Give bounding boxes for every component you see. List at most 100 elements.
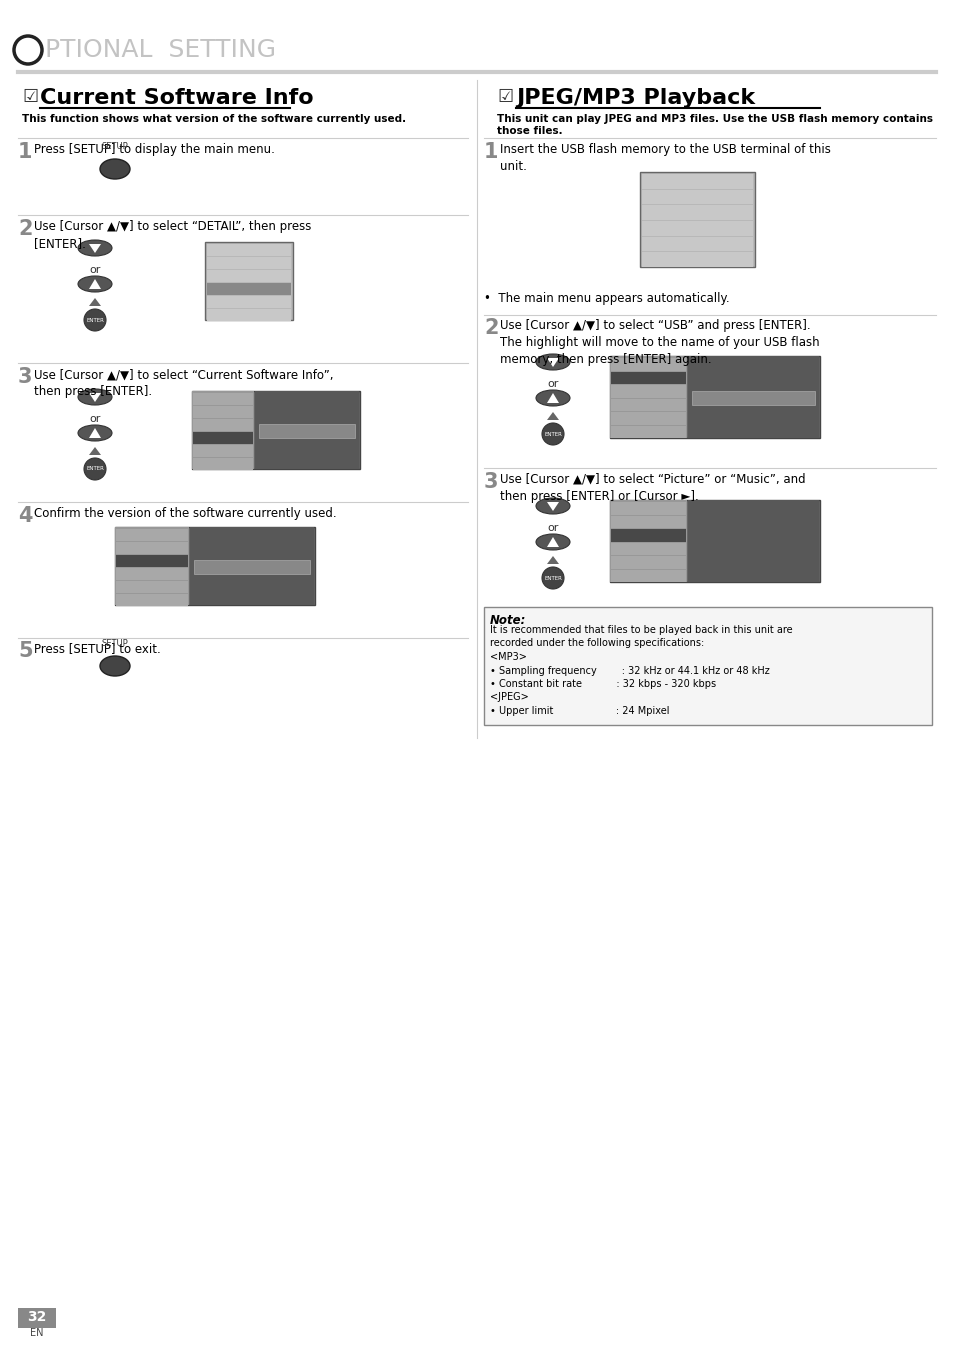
Ellipse shape (536, 534, 569, 550)
FancyBboxPatch shape (687, 500, 818, 582)
FancyBboxPatch shape (610, 426, 685, 438)
Text: <MP3>: <MP3> (490, 652, 526, 662)
Ellipse shape (78, 390, 112, 404)
FancyBboxPatch shape (207, 295, 291, 307)
FancyBboxPatch shape (193, 458, 253, 469)
Text: ☑: ☑ (22, 88, 38, 106)
FancyBboxPatch shape (610, 570, 685, 582)
Circle shape (84, 458, 106, 480)
FancyBboxPatch shape (207, 257, 291, 268)
FancyBboxPatch shape (193, 559, 310, 574)
Polygon shape (89, 394, 101, 402)
FancyBboxPatch shape (609, 500, 820, 582)
Text: 1: 1 (18, 142, 32, 162)
Polygon shape (546, 537, 558, 547)
Text: Use [Cursor ▲/▼] to select “DETAIL”, then press
[ENTER].: Use [Cursor ▲/▼] to select “DETAIL”, the… (34, 220, 311, 249)
FancyBboxPatch shape (254, 391, 358, 469)
Text: JPEG/MP3 Playback: JPEG/MP3 Playback (516, 88, 755, 108)
Circle shape (541, 423, 563, 445)
FancyBboxPatch shape (193, 445, 253, 457)
Polygon shape (89, 448, 101, 456)
Text: 4: 4 (18, 506, 32, 526)
Text: Confirm the version of the software currently used.: Confirm the version of the software curr… (34, 507, 336, 520)
Text: • Sampling frequency        : 32 kHz or 44.1 kHz or 48 kHz: • Sampling frequency : 32 kHz or 44.1 kH… (490, 666, 769, 675)
Text: SETUP: SETUP (102, 639, 129, 648)
Text: ENTER: ENTER (543, 431, 561, 437)
Ellipse shape (100, 159, 130, 179)
Circle shape (541, 568, 563, 589)
FancyBboxPatch shape (193, 431, 253, 443)
Text: This unit can play JPEG and MP3 files. Use the USB flash memory contains
those f: This unit can play JPEG and MP3 files. U… (497, 115, 932, 136)
Text: Note:: Note: (490, 613, 526, 627)
FancyBboxPatch shape (116, 581, 188, 593)
FancyBboxPatch shape (610, 501, 685, 515)
Polygon shape (546, 501, 558, 511)
FancyBboxPatch shape (610, 386, 685, 398)
FancyBboxPatch shape (193, 419, 253, 431)
Ellipse shape (78, 240, 112, 256)
FancyBboxPatch shape (609, 356, 820, 438)
FancyBboxPatch shape (691, 391, 814, 404)
Ellipse shape (536, 497, 569, 514)
FancyBboxPatch shape (610, 359, 685, 371)
Polygon shape (89, 279, 101, 288)
FancyBboxPatch shape (116, 528, 188, 541)
Text: or: or (547, 523, 558, 532)
FancyBboxPatch shape (192, 391, 359, 469)
Text: Use [Cursor ▲/▼] to select “Picture” or “Music”, and
then press [ENTER] or [Curs: Use [Cursor ▲/▼] to select “Picture” or … (499, 473, 804, 503)
FancyBboxPatch shape (687, 356, 818, 438)
FancyBboxPatch shape (610, 530, 685, 542)
Polygon shape (546, 555, 558, 563)
FancyBboxPatch shape (609, 500, 686, 582)
Polygon shape (89, 244, 101, 253)
FancyBboxPatch shape (258, 425, 355, 438)
Text: PTIONAL  SETTING: PTIONAL SETTING (45, 38, 275, 62)
Ellipse shape (100, 656, 130, 675)
FancyBboxPatch shape (610, 412, 685, 425)
Text: • Upper limit                    : 24 Mpixel: • Upper limit : 24 Mpixel (490, 706, 669, 716)
Text: ENTER: ENTER (543, 576, 561, 581)
FancyBboxPatch shape (207, 309, 291, 321)
Text: It is recommended that files to be played back in this unit are: It is recommended that files to be playe… (490, 625, 792, 635)
Ellipse shape (536, 355, 569, 369)
Text: Press [SETUP] to display the main menu.: Press [SETUP] to display the main menu. (34, 143, 274, 156)
Text: Use [Cursor ▲/▼] to select “Current Software Info”,
then press [ENTER].: Use [Cursor ▲/▼] to select “Current Soft… (34, 368, 334, 398)
Polygon shape (546, 359, 558, 367)
Text: recorded under the following specifications:: recorded under the following specificati… (490, 639, 703, 648)
Text: EN: EN (30, 1328, 44, 1339)
FancyBboxPatch shape (193, 406, 253, 418)
FancyBboxPatch shape (205, 243, 293, 319)
Text: or: or (547, 379, 558, 390)
Text: or: or (90, 266, 101, 275)
Text: ENTER: ENTER (86, 318, 104, 322)
Text: SETUP: SETUP (102, 142, 129, 151)
FancyBboxPatch shape (193, 394, 253, 404)
Ellipse shape (536, 390, 569, 406)
Text: Current Software Info: Current Software Info (40, 88, 314, 108)
FancyBboxPatch shape (610, 543, 685, 555)
FancyBboxPatch shape (115, 527, 189, 605)
Text: 5: 5 (18, 642, 32, 661)
Circle shape (84, 309, 106, 332)
Text: Press [SETUP] to exit.: Press [SETUP] to exit. (34, 642, 161, 655)
FancyBboxPatch shape (610, 372, 685, 384)
Text: 3: 3 (18, 367, 32, 387)
Text: 32: 32 (28, 1310, 47, 1324)
Text: This function shows what version of the software currently used.: This function shows what version of the … (22, 115, 406, 124)
FancyBboxPatch shape (641, 221, 752, 236)
FancyBboxPatch shape (641, 205, 752, 220)
FancyBboxPatch shape (641, 252, 752, 267)
FancyBboxPatch shape (116, 542, 188, 554)
Text: 2: 2 (483, 318, 498, 338)
Text: 2: 2 (18, 218, 32, 239)
FancyBboxPatch shape (641, 190, 752, 205)
FancyBboxPatch shape (610, 557, 685, 569)
FancyBboxPatch shape (610, 515, 685, 528)
FancyBboxPatch shape (18, 1308, 56, 1328)
FancyBboxPatch shape (116, 555, 188, 566)
Text: 3: 3 (483, 472, 498, 492)
Text: •  The main menu appears automatically.: • The main menu appears automatically. (483, 293, 729, 305)
FancyBboxPatch shape (641, 174, 752, 189)
FancyBboxPatch shape (483, 607, 931, 725)
FancyBboxPatch shape (192, 391, 253, 469)
